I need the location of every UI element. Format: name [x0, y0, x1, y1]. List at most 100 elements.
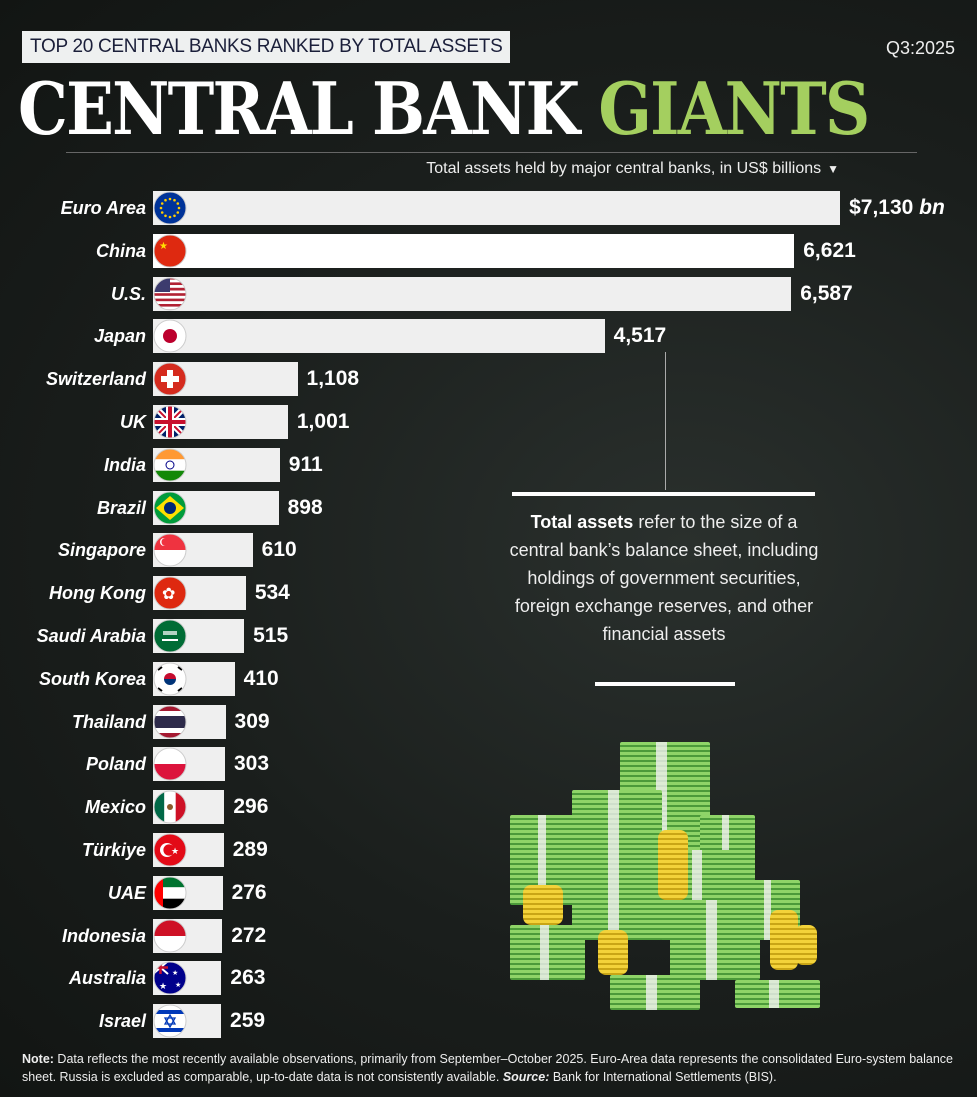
cash-stack [610, 975, 700, 1010]
source-text: Bank for International Settlements (BIS)… [549, 1070, 777, 1084]
category-label: Indonesia [61, 925, 146, 946]
value-label: 515 [253, 624, 289, 647]
callout-top-rule [512, 492, 815, 496]
svg-text:★: ★ [172, 969, 178, 977]
chart-subtitle: Total assets held by major central banks… [426, 160, 839, 178]
triangle-down-icon: ▼ [827, 162, 839, 176]
category-label: UK [120, 412, 146, 432]
value-label: 4,517 [613, 324, 667, 348]
divider [66, 152, 917, 153]
title-accent: GIANTS [598, 66, 870, 151]
category-label: Brazil [96, 497, 146, 518]
bar-row: Japan 4,517 [0, 319, 977, 354]
bar-row: UK 1,001 [0, 405, 977, 439]
flag-tr-icon: ★ [153, 833, 187, 867]
bar-row: U.S. 6,587 [0, 276, 977, 311]
coin-stack [598, 930, 628, 975]
bar-row: Switzerland 1,108 [0, 362, 977, 397]
category-label: Hong Kong [49, 583, 146, 604]
callout-text: Total assets refer to the size of a cent… [505, 508, 823, 648]
cash-stack [572, 790, 662, 940]
flag-ae-icon [153, 876, 187, 910]
bar-row: Saudi Arabia 515 [0, 619, 977, 653]
bar-row: Euro Area $7,130 bn [0, 191, 977, 225]
value-label: 1,001 [296, 410, 350, 433]
callout-bold: Total assets [530, 512, 634, 532]
period-label: Q3:2025 [885, 38, 955, 58]
category-label: Singapore [57, 540, 146, 561]
value-label: 610 [261, 538, 297, 562]
value-label: 309 [234, 709, 270, 733]
bar [153, 191, 841, 225]
bar-row: Australia ★ ★ ★ 263 [0, 961, 977, 996]
bar-row: Poland 303 [0, 747, 977, 782]
svg-text:✿: ✿ [162, 586, 175, 603]
cash-stack [510, 925, 585, 980]
category-label: Australia [68, 968, 146, 989]
source-label: Source: [502, 1070, 550, 1084]
category-label: U.S. [110, 283, 146, 304]
value-label: 259 [230, 1009, 266, 1033]
category-label: UAE [107, 882, 146, 903]
value-label: 296 [233, 795, 269, 819]
bar-row: Thailand 309 [0, 704, 977, 739]
svg-text:★: ★ [175, 981, 181, 989]
bar-row: Türkiye ★ 289 [0, 833, 977, 867]
bar [153, 319, 605, 354]
value-label: 6,587 [800, 281, 853, 305]
bar-row: India 911 [0, 447, 977, 482]
bar [153, 276, 792, 311]
value-label: 1,108 [306, 367, 360, 391]
flag-ch-icon [153, 362, 187, 396]
value-label: 272 [231, 923, 267, 947]
category-label: Türkiye [81, 840, 146, 860]
bar-row: UAE 276 [0, 875, 977, 910]
connector-line [665, 352, 666, 490]
callout-bottom-rule [595, 682, 735, 686]
svg-text:★: ★ [159, 981, 167, 991]
svg-text:★: ★ [159, 241, 168, 252]
bar-row: Mexico 296 [0, 790, 977, 825]
page-title: CENTRAL BANK GIANTS [18, 66, 870, 151]
flag-il-icon [153, 1004, 187, 1038]
value-label: 6,621 [803, 238, 856, 262]
note-label: Note: [22, 1052, 54, 1066]
flag-pl-icon [153, 747, 187, 781]
value-label: 289 [232, 838, 268, 861]
subtitle-text: Total assets held by major central banks… [426, 160, 822, 177]
flag-sa-icon [153, 619, 187, 653]
kicker-label: TOP 20 CENTRAL BANKS RANKED BY TOTAL ASS… [22, 31, 511, 63]
category-label: India [103, 454, 146, 475]
value-label: 276 [231, 880, 267, 904]
category-label: Japan [93, 326, 146, 347]
callout-body: refer to the size of a central bank’s ba… [509, 512, 819, 644]
value-label: 410 [243, 666, 279, 690]
category-label: Thailand [71, 711, 146, 732]
bar-row: Israel 259 [0, 1004, 977, 1039]
bar-row: Indonesia 272 [0, 918, 977, 953]
coin-stack [658, 830, 688, 900]
title-main: CENTRAL BANK [18, 66, 580, 151]
flag-hk-icon: ✿ [153, 576, 187, 610]
flag-kr-icon [153, 662, 187, 696]
value-label: 898 [287, 495, 323, 519]
flag-in-icon [153, 448, 187, 482]
flag-jp-icon [153, 319, 187, 353]
bar-row: Singapore 610 [0, 533, 977, 568]
flag-id-icon [153, 919, 187, 953]
category-label: China [95, 240, 146, 261]
footnote: Note: Data reflects the most recently av… [22, 1050, 962, 1086]
coin-stack [795, 925, 817, 965]
bar-row: Hong Kong ✿ 534 [0, 576, 977, 611]
bar-row: China ★ 6,621 [0, 233, 977, 268]
flag-gb-icon [153, 405, 187, 439]
category-label: South Korea [38, 668, 146, 689]
cash-stack [735, 980, 820, 1008]
category-label: Poland [85, 754, 146, 775]
value-label: 911 [288, 452, 323, 476]
flag-mx-icon [153, 790, 187, 824]
flag-eu-icon [153, 191, 187, 225]
flag-us-icon [153, 277, 187, 311]
value-label: 534 [254, 581, 290, 605]
coin-stack [770, 910, 798, 970]
